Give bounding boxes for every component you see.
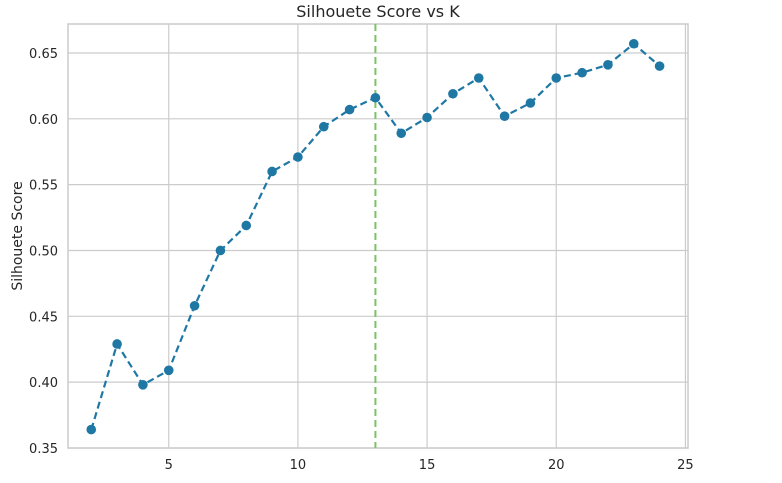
data-point (215, 245, 226, 256)
y-tick-label: 0.45 (29, 310, 58, 325)
series (86, 38, 665, 435)
data-point (163, 365, 174, 376)
y-ticks: 0.35 0.40 0.45 0.50 0.55 0.60 0.65 (29, 47, 58, 457)
y-tick-label: 0.40 (29, 376, 58, 391)
data-point (267, 166, 277, 177)
y-tick-label: 0.65 (29, 47, 58, 62)
data-point (370, 92, 381, 103)
chart-title: Silhouete Score vs K (296, 2, 460, 21)
data-point (112, 339, 122, 349)
data-point (551, 73, 562, 83)
data-point (577, 67, 587, 78)
x-tick-label: 5 (165, 458, 173, 473)
data-point (473, 73, 484, 83)
data-point (293, 152, 303, 162)
data-point (603, 60, 613, 70)
plot-area (67, 23, 689, 449)
data-point (654, 61, 665, 71)
data-point (86, 424, 97, 435)
x-ticks: 5 10 15 20 25 (165, 458, 694, 473)
y-tick-label: 0.50 (29, 244, 58, 259)
x-tick-label: 10 (290, 458, 307, 473)
data-point (628, 38, 639, 49)
data-point (138, 379, 148, 390)
x-tick-label: 25 (677, 458, 694, 473)
y-tick-label: 0.60 (29, 113, 58, 128)
data-point (499, 111, 510, 121)
data-point (318, 121, 329, 132)
data-point (241, 220, 252, 231)
data-point (344, 104, 355, 115)
data-point (396, 128, 407, 139)
grid (68, 24, 688, 449)
data-point (422, 112, 432, 123)
y-tick-label: 0.55 (29, 179, 58, 194)
data-point (448, 88, 458, 99)
y-axis-label: Silhouete Score (10, 181, 26, 290)
x-tick-label: 15 (419, 458, 436, 473)
data-point (525, 98, 536, 108)
data-point (189, 300, 200, 311)
y-tick-label: 0.35 (29, 442, 58, 457)
x-tick-label: 20 (548, 458, 565, 473)
